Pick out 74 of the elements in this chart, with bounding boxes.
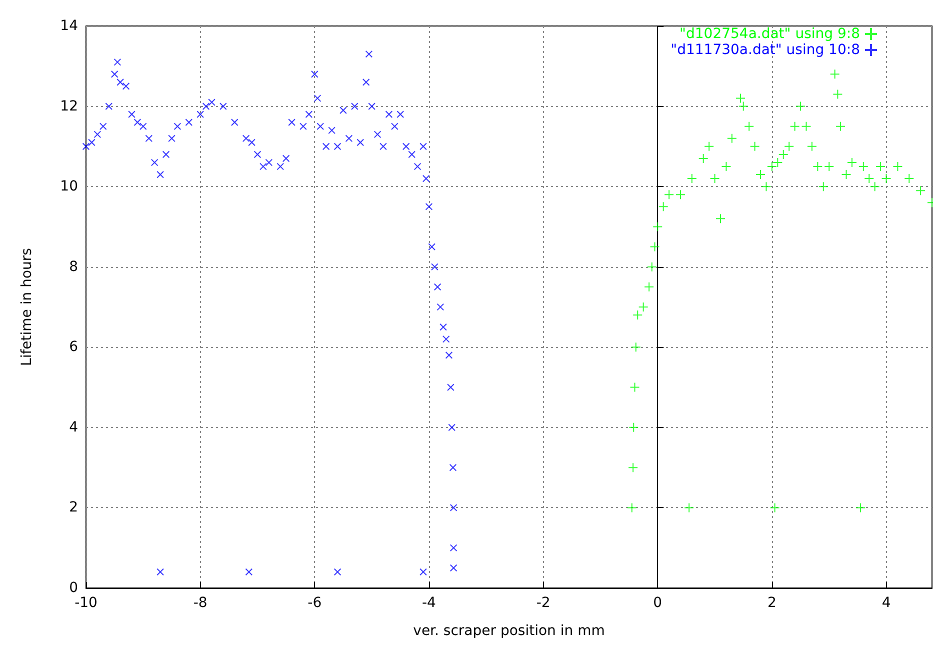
point: [806, 141, 817, 152]
point: [632, 310, 643, 320]
point: [726, 133, 737, 144]
point: [856, 502, 866, 513]
x-tick-label: -2: [536, 595, 550, 611]
point: [628, 462, 638, 473]
point: [916, 186, 926, 196]
point: [664, 190, 674, 200]
x-tick-label: -6: [308, 595, 322, 611]
y-tick-label: 10: [60, 178, 78, 195]
y-tick-label: 0: [69, 580, 78, 596]
point: [858, 162, 868, 172]
point: [830, 69, 840, 80]
point: [770, 502, 780, 513]
point: [675, 190, 686, 200]
x-tick-label: -8: [193, 595, 208, 611]
point: [652, 222, 663, 232]
point: [904, 174, 914, 184]
point: [710, 174, 720, 184]
point: [876, 162, 886, 172]
point: [644, 282, 654, 292]
y-tick-label: 2: [69, 500, 78, 516]
y-tick-label: 14: [60, 18, 78, 34]
point: [638, 302, 648, 312]
point: [750, 141, 760, 152]
point: [684, 502, 694, 513]
y-axis-title: Lifetime in hours: [19, 248, 35, 366]
point: [832, 89, 843, 100]
point: [812, 162, 823, 172]
point: [686, 174, 697, 184]
x-axis-title: ver. scraper position in mm: [413, 623, 605, 639]
point: [766, 162, 777, 172]
point: [626, 502, 637, 513]
point: [628, 422, 639, 432]
x-tick-label: 2: [767, 595, 776, 611]
point: [864, 174, 874, 184]
point: [818, 182, 828, 192]
point: [824, 162, 834, 172]
x-tick-label: -4: [422, 595, 436, 611]
point: [756, 170, 766, 180]
point: [744, 121, 754, 132]
point: [846, 157, 857, 168]
x-tick-label: 4: [882, 595, 891, 611]
point: [841, 170, 852, 180]
point: [736, 93, 746, 104]
x-tick-label: 0: [653, 595, 662, 611]
point: [630, 342, 641, 352]
point: [784, 141, 794, 152]
point: [698, 153, 708, 164]
point: [721, 162, 732, 172]
point: [892, 162, 903, 172]
point: [796, 101, 806, 112]
point: [881, 174, 892, 184]
point: [801, 121, 812, 132]
y-tick-label: 8: [69, 258, 78, 275]
legend-label: "d111730a.dat" using 10:8: [670, 42, 860, 58]
point: [704, 141, 714, 152]
y-tick-label: 6: [69, 339, 78, 356]
x-tick-label: -10: [74, 595, 98, 611]
point: [772, 157, 783, 168]
point: [761, 182, 772, 192]
y-tick-label: 12: [60, 98, 78, 114]
point: [836, 121, 846, 132]
point: [630, 382, 640, 392]
legend-label: "d102754a.dat" using 9:8: [680, 26, 860, 42]
point: [870, 182, 880, 192]
y-tick-label: 4: [69, 419, 78, 436]
point: [778, 149, 788, 160]
point: [716, 214, 726, 224]
point: [658, 202, 668, 212]
point: [790, 121, 800, 132]
point: [738, 101, 748, 112]
point: [646, 262, 657, 272]
point: [650, 242, 660, 252]
